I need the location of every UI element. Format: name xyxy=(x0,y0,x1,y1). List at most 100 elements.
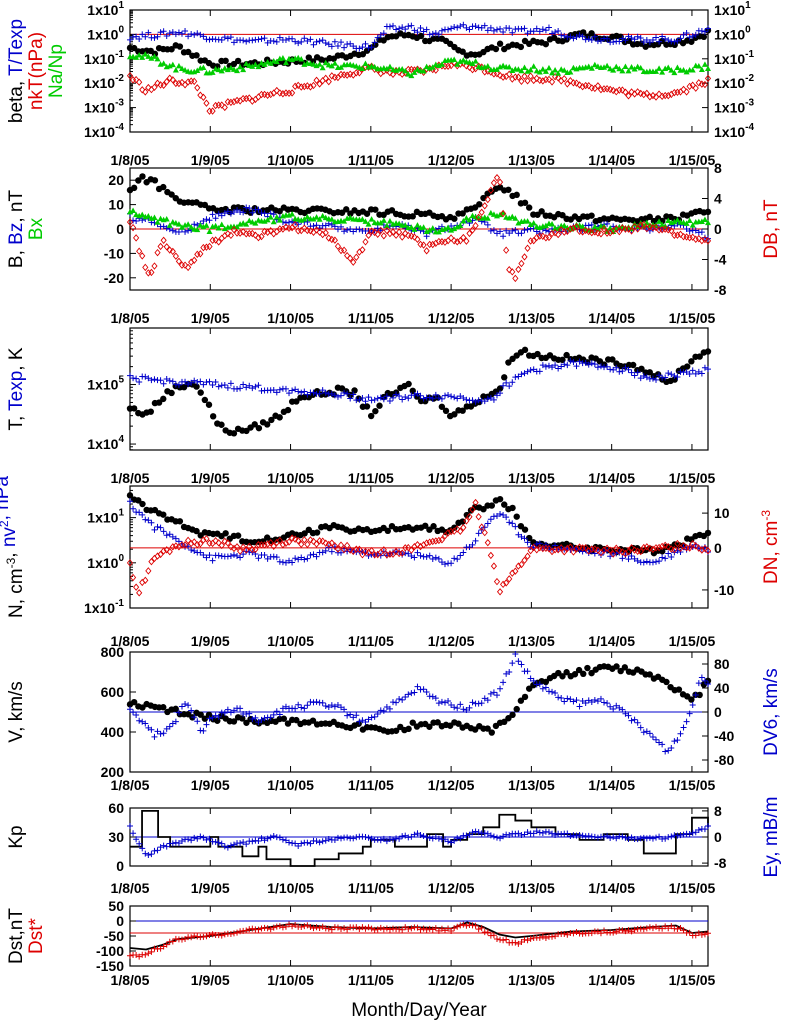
data-point xyxy=(656,739,663,746)
data-point xyxy=(200,536,207,544)
data-point xyxy=(212,222,219,229)
data-point xyxy=(659,225,666,234)
data-point xyxy=(539,232,546,240)
data-point xyxy=(442,407,450,415)
data-point xyxy=(193,527,200,535)
y-tick-label: 10 xyxy=(108,197,124,213)
data-point xyxy=(530,677,537,684)
data-point xyxy=(487,832,494,839)
data-point xyxy=(637,375,644,382)
data-point xyxy=(640,221,647,229)
data-point xyxy=(668,745,675,752)
data-point xyxy=(178,837,185,844)
data-point xyxy=(530,366,537,373)
y-tick-label: 1x10-1 xyxy=(714,49,754,67)
data-point xyxy=(689,829,696,836)
data-point xyxy=(493,834,500,841)
data-point xyxy=(206,36,213,43)
data-point xyxy=(175,62,182,69)
data-point xyxy=(671,372,678,379)
data-point xyxy=(649,375,656,382)
data-point xyxy=(432,537,439,545)
data-point xyxy=(455,720,462,727)
data-point xyxy=(402,693,409,700)
data-point xyxy=(145,269,152,277)
data-point xyxy=(496,385,504,392)
data-point xyxy=(487,186,494,194)
data-point xyxy=(613,88,620,96)
data-point xyxy=(209,557,216,564)
data-point xyxy=(457,222,464,229)
data-point xyxy=(527,675,534,682)
data-point xyxy=(203,379,210,386)
y-axis-label: Dst,nT xyxy=(6,908,27,964)
data-point xyxy=(451,215,458,222)
data-point xyxy=(451,394,458,401)
x-tick-label: 1/11/05 xyxy=(348,310,394,326)
data-point xyxy=(368,835,375,842)
data-point xyxy=(191,221,198,228)
data-point xyxy=(613,702,620,709)
data-point xyxy=(341,218,348,224)
data-point xyxy=(545,362,552,369)
data-point xyxy=(380,30,387,37)
data-point xyxy=(625,712,632,719)
data-point xyxy=(175,228,182,235)
data-point xyxy=(548,78,556,86)
data-point xyxy=(497,211,504,218)
y-tick-label: 1x10-2 xyxy=(714,73,754,91)
data-point xyxy=(564,931,571,938)
data-point xyxy=(148,851,155,858)
data-point xyxy=(163,532,170,539)
data-point xyxy=(145,213,152,219)
data-point xyxy=(683,718,690,725)
data-point xyxy=(411,689,418,696)
data-point xyxy=(441,927,448,934)
data-point xyxy=(539,26,546,33)
data-point xyxy=(188,547,195,554)
data-point xyxy=(372,206,379,213)
x-tick-label: 1/11/05 xyxy=(348,880,394,896)
data-point xyxy=(221,843,228,850)
data-point xyxy=(549,933,556,940)
data-point xyxy=(617,667,624,675)
data-point xyxy=(386,23,393,30)
data-point xyxy=(530,220,537,226)
data-point xyxy=(704,547,712,555)
data-point xyxy=(701,28,708,35)
data-point xyxy=(185,227,192,234)
data-point xyxy=(130,207,137,213)
data-point xyxy=(517,697,525,704)
right-axis-label: DN, cm-3 xyxy=(759,510,782,584)
data-point xyxy=(261,715,268,722)
data-point xyxy=(168,389,175,397)
data-point xyxy=(169,938,176,945)
data-point xyxy=(411,27,418,34)
data-point xyxy=(493,577,501,586)
data-point xyxy=(218,67,225,74)
data-point xyxy=(408,22,415,29)
data-point xyxy=(460,549,467,556)
data-point xyxy=(558,694,565,701)
data-point xyxy=(205,711,213,718)
data-point xyxy=(496,71,504,80)
y-axis-label: Dst* xyxy=(26,917,47,954)
data-point xyxy=(215,552,222,559)
data-point xyxy=(243,719,250,726)
data-point xyxy=(307,83,314,91)
data-point xyxy=(610,39,617,46)
data-point xyxy=(334,242,342,250)
data-point xyxy=(130,698,138,706)
data-point xyxy=(356,396,363,403)
data-point xyxy=(160,943,167,950)
data-point xyxy=(230,98,238,106)
data-point xyxy=(362,238,369,246)
data-point xyxy=(377,394,384,401)
x-tick-label: 1/9/05 xyxy=(191,310,230,326)
data-point xyxy=(230,225,238,234)
data-point xyxy=(542,40,550,48)
data-point xyxy=(347,254,354,262)
data-point xyxy=(484,830,491,837)
data-point xyxy=(582,36,589,43)
data-point xyxy=(142,576,149,585)
